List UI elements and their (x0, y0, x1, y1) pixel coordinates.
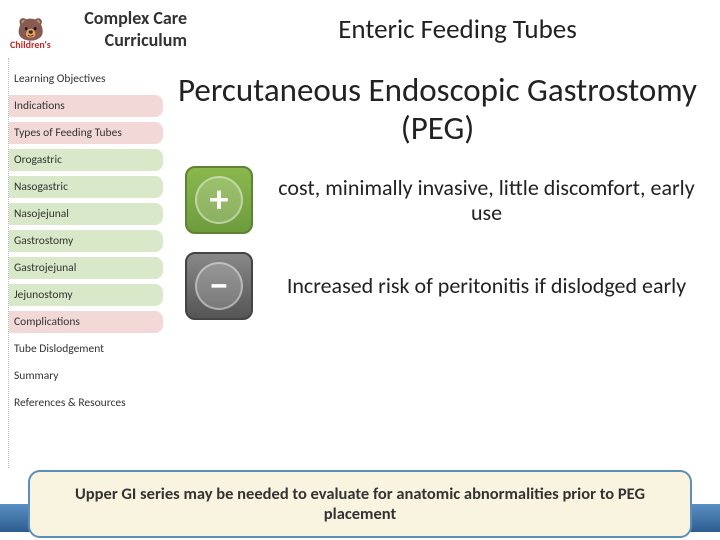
sidebar-item-7[interactable]: Gastrojejunal (9, 257, 163, 279)
sidebar-item-6[interactable]: Gastrostomy (9, 230, 163, 252)
callout-box: Upper GI series may be needed to evaluat… (28, 470, 692, 538)
logo-area: 🐻 Children's Complex Care Curriculum (0, 0, 195, 58)
main-content: Percutaneous Endoscopic Gastrostomy (PEG… (163, 58, 720, 468)
sidebar-item-8[interactable]: Jejunostomy (9, 284, 163, 306)
sidebar-item-10[interactable]: Tube Dislodgement (9, 338, 163, 360)
sidebar-item-0[interactable]: Learning Objectives (9, 68, 163, 90)
sidebar-item-1[interactable]: Indications (9, 95, 163, 117)
curriculum-title: Complex Care Curriculum (56, 7, 195, 51)
sidebar-item-9[interactable]: Complications (9, 311, 163, 333)
sidebar-item-3[interactable]: Orogastric (9, 149, 163, 171)
sidebar-nav: Learning Objectives Indications Types of F… (8, 58, 163, 468)
sidebar-item-11[interactable]: Summary (9, 365, 163, 387)
slide-title: Enteric Feeding Tubes (195, 0, 720, 58)
pro-text: cost, minimally invasive, little discomf… (271, 175, 702, 226)
hospital-logo: 🐻 Children's (6, 7, 56, 51)
pro-row: + cost, minimally invasive, little disco… (173, 166, 702, 234)
con-row: − Increased risk of peritonitis if dislo… (173, 252, 702, 320)
sidebar-item-12[interactable]: References & Resources (9, 392, 163, 414)
header: 🐻 Children's Complex Care Curriculum Ent… (0, 0, 720, 58)
con-text: Increased risk of peritonitis if dislodg… (271, 273, 702, 298)
logo-line-2: Curriculum (56, 29, 187, 51)
logo-line-1: Complex Care (56, 7, 187, 29)
plus-icon: + (185, 166, 253, 234)
childrens-label: Children's (10, 38, 51, 51)
sidebar-item-2[interactable]: Types of Feeding Tubes (9, 122, 163, 144)
content-title: Percutaneous Endoscopic Gastrostomy (PEG… (173, 66, 702, 166)
minus-icon: − (185, 252, 253, 320)
sidebar-item-5[interactable]: Nasojejunal (9, 203, 163, 225)
sidebar-item-4[interactable]: Nasogastric (9, 176, 163, 198)
body: Learning Objectives Indications Types of F… (0, 58, 720, 468)
